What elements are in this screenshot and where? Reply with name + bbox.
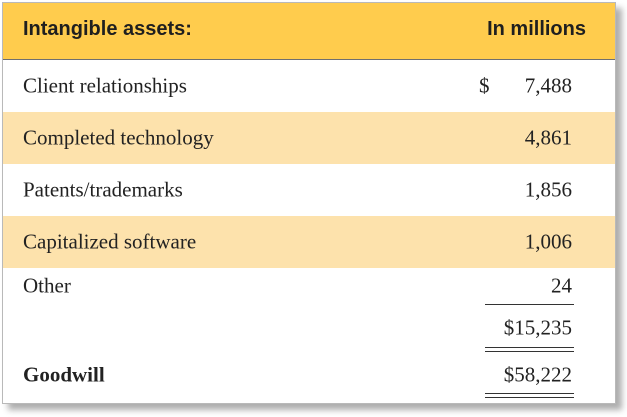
row-amount: 7,488 <box>524 73 572 98</box>
goodwill-label: Goodwill <box>23 362 105 387</box>
row-label: Client relationships <box>23 73 187 98</box>
subtotal-double-rule <box>485 347 574 352</box>
row-amount: 24 <box>551 273 572 298</box>
goodwill-row: Goodwill $58,222 <box>3 355 615 395</box>
subtotal-rule <box>485 304 574 305</box>
row-label: Completed technology <box>23 125 214 150</box>
header-label: Intangible assets: <box>23 18 192 40</box>
table-row: Completed technology 4,861 <box>3 112 615 164</box>
table-row: Other 24 <box>3 265 615 307</box>
subtotal-row: $15,235 <box>3 309 615 347</box>
row-label: Other <box>23 273 71 298</box>
row-amount: 1,006 <box>524 229 572 254</box>
row-amount: 1,856 <box>524 177 572 202</box>
table-row: Capitalized software 1,006 <box>3 216 615 268</box>
row-label: Patents/trademarks <box>23 177 183 202</box>
table-header: Intangible assets: In millions <box>3 3 615 60</box>
table-row: Client relationships $ 7,488 <box>3 60 615 112</box>
goodwill-amount: $58,222 <box>503 362 572 387</box>
row-label: Capitalized software <box>23 229 197 254</box>
currency-symbol: $ <box>479 73 490 98</box>
goodwill-double-rule <box>485 393 574 398</box>
subtotal-amount: $15,235 <box>503 315 572 340</box>
intangible-assets-table: Intangible assets: In millions Client re… <box>2 2 616 404</box>
table-row: Patents/trademarks 1,856 <box>3 164 615 216</box>
header-unit: In millions <box>487 18 586 40</box>
row-amount: 4,861 <box>524 125 572 150</box>
